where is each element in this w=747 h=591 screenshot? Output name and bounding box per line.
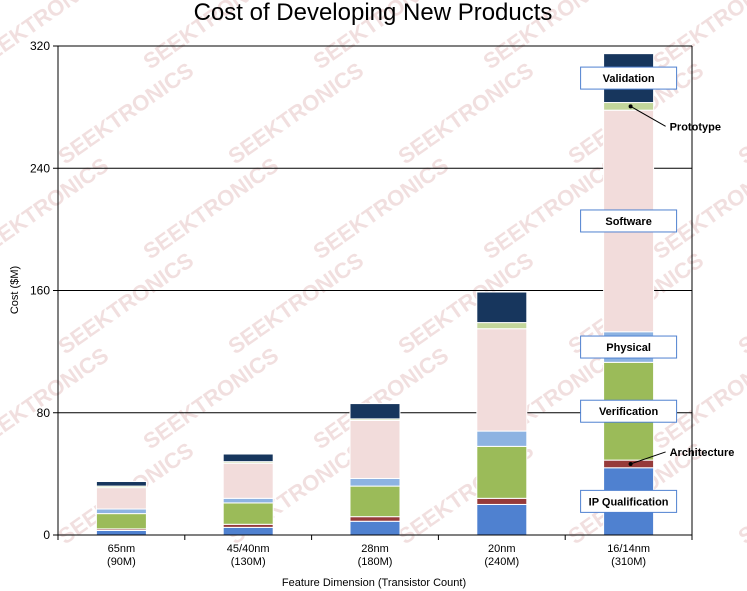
bar-segment-software [476, 328, 528, 432]
bar-segment-architecture [349, 516, 401, 522]
watermark-text: SEEKTRONICS [479, 152, 624, 264]
watermark-text: SEEKTRONICS [649, 0, 747, 74]
segment-label-box [580, 399, 678, 423]
segment-label: Software [605, 216, 651, 228]
x-category-labels: 65nm(90M) 45/40nm(130M) 28nm(180M) 20nm(240… [57, 535, 693, 568]
bar-segment-ip-qualification [222, 526, 274, 536]
watermark-text: SEEKTRONICS [309, 152, 454, 264]
callout-label: Prototype [670, 121, 721, 133]
watermark-text: SEEKTRONICS [649, 152, 747, 264]
bar-segment-physical [222, 497, 274, 504]
bar-segment-verification [95, 513, 147, 530]
y-tick-label: 160 [30, 284, 50, 298]
x-category-label: 65nm [108, 543, 136, 555]
bar-segment-physical [476, 430, 528, 447]
segment-label-box [580, 335, 678, 359]
watermark-text: SEEKTRONICS [0, 342, 113, 454]
watermark-text: SEEKTRONICS [224, 57, 369, 169]
callout-arrowhead [628, 461, 633, 466]
x-category-sublabel: (180M) [358, 556, 393, 568]
x-axis-label: Feature Dimension (Transistor Count) [282, 577, 466, 589]
bar-segment-physical [349, 477, 401, 487]
watermark-text: SEEKTRONICS [734, 437, 747, 549]
segment-label: Verification [599, 406, 659, 418]
segment-label: Physical [606, 342, 651, 354]
segment-label: IP Qualification [589, 496, 669, 508]
callout-arrowhead [628, 104, 633, 109]
y-tick-labels: 0 80 160 240 320 [30, 39, 50, 542]
bar-segment-verification [349, 485, 401, 518]
x-category-sublabel: (310M) [611, 556, 646, 568]
watermark-text: SEEKTRONICS [54, 57, 199, 169]
y-tick-label: 80 [37, 406, 51, 420]
watermark-text: SEEKTRONICS [649, 342, 747, 454]
bar-segment-validation [95, 481, 147, 487]
watermark-text: SEEKTRONICS [139, 152, 284, 264]
segment-label-box [580, 489, 678, 513]
segment-label: Validation [603, 73, 655, 85]
segment-label-box [580, 209, 678, 233]
bar-segment-validation [222, 453, 274, 463]
watermark-text: SEEKTRONICS [0, 152, 113, 264]
bar-segment-verification [222, 502, 274, 525]
x-category-sublabel: (90M) [107, 556, 136, 568]
bar-segment-architecture [476, 497, 528, 505]
watermark-text: SEEKTRONICS [139, 342, 284, 454]
y-axis-label: Cost ($M) [9, 266, 21, 314]
watermark-text: SEEKTRONICS [224, 247, 369, 359]
bar-segment-validation [476, 291, 528, 324]
plot-frame [57, 46, 693, 536]
bar-segment-software [95, 487, 147, 510]
y-tick-label: 320 [30, 39, 50, 53]
segment-labels: Validation Software Physical Verification IP… [580, 66, 735, 513]
x-category-sublabel: (240M) [484, 556, 519, 568]
callout-label: Architecture [670, 447, 735, 459]
callout-leader-line [630, 451, 666, 465]
bar-segment-ip-qualification [349, 520, 401, 536]
bar-segment-prototype [476, 322, 528, 330]
x-category-label: 20nm [488, 543, 516, 555]
x-category-label: 16/14nm [607, 543, 650, 555]
y-tick-label: 0 [43, 528, 50, 542]
watermark-text: SEEKTRONICS [54, 247, 199, 359]
segment-label-box [580, 66, 678, 90]
callout-leader-line [630, 105, 666, 127]
y-tick-label: 240 [30, 161, 50, 175]
bar-segment-ip-qualification [476, 503, 528, 536]
bar-segment-software [349, 419, 401, 479]
watermark-text: SEEKTRONICS [734, 57, 747, 169]
x-category-label: 28nm [361, 543, 389, 555]
bar-segment-verification [476, 445, 528, 499]
x-category-label: 45/40nm [227, 543, 270, 555]
bar-segment-validation [349, 403, 401, 420]
bar-segment-software [222, 462, 274, 499]
watermark-text: SEEKTRONICS [394, 57, 539, 169]
bar-segment-ip-qualification [95, 529, 147, 536]
watermark-text: SEEKTRONICS [734, 247, 747, 359]
watermark-text: SEEKTRONICS [0, 0, 113, 74]
bar-segment-physical [95, 508, 147, 515]
x-category-sublabel: (130M) [231, 556, 266, 568]
chart-title: Cost of Developing New Products [194, 0, 553, 26]
